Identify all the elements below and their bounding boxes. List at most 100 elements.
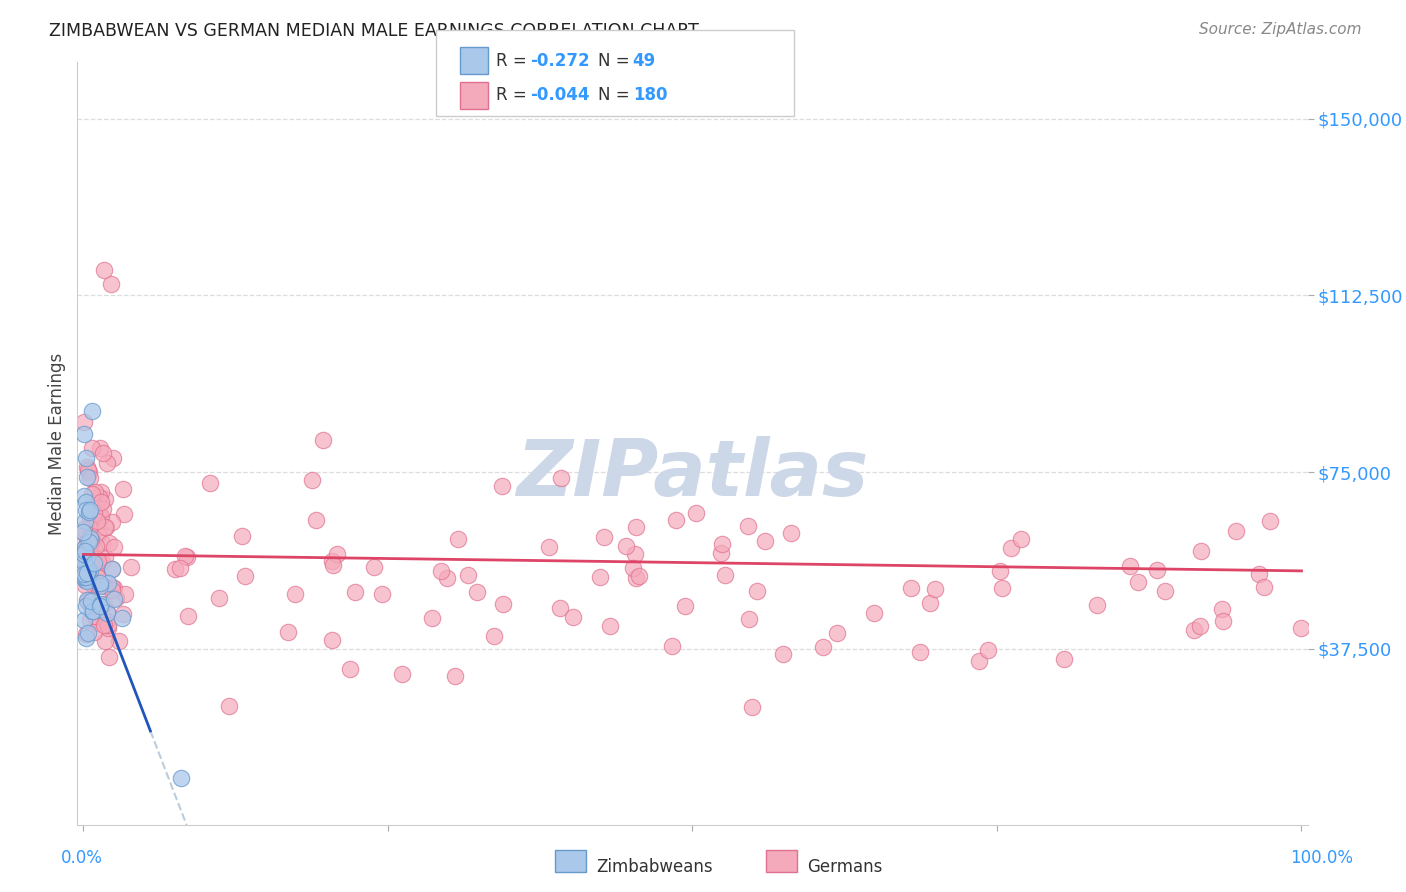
Text: -0.272: -0.272 xyxy=(530,52,589,70)
Point xyxy=(75,570,97,584)
Point xyxy=(177,609,200,624)
Point xyxy=(977,643,1000,657)
Point xyxy=(90,597,112,611)
Point xyxy=(1188,619,1211,633)
Point xyxy=(75,550,97,565)
Point xyxy=(593,529,616,543)
Point xyxy=(198,475,221,490)
Text: N =: N = xyxy=(598,87,634,104)
Point xyxy=(988,564,1011,578)
Point xyxy=(73,547,96,561)
Point xyxy=(86,616,108,631)
Point xyxy=(900,582,922,596)
Point xyxy=(1146,562,1168,576)
Point xyxy=(96,605,118,619)
Point xyxy=(103,582,125,596)
Point xyxy=(79,613,101,627)
Point xyxy=(827,625,849,640)
Point xyxy=(713,567,735,582)
Point xyxy=(779,525,801,540)
Point xyxy=(79,520,101,534)
Point xyxy=(76,592,98,607)
Point xyxy=(176,549,198,564)
Point xyxy=(76,592,98,607)
Point xyxy=(76,566,98,581)
Point xyxy=(97,618,120,632)
Text: N =: N = xyxy=(598,52,634,70)
Point xyxy=(97,576,120,591)
Point xyxy=(233,569,256,583)
Point xyxy=(83,556,105,570)
Point xyxy=(103,541,125,555)
Point xyxy=(624,519,647,533)
Point xyxy=(1189,544,1212,558)
Point xyxy=(100,561,122,575)
Point xyxy=(738,612,761,626)
Point xyxy=(436,571,458,585)
Point xyxy=(77,534,100,549)
Point xyxy=(77,563,100,577)
Point xyxy=(301,473,323,487)
Point xyxy=(87,553,110,567)
Point xyxy=(1249,567,1271,582)
Text: -0.044: -0.044 xyxy=(530,87,589,104)
Point xyxy=(108,634,131,648)
Point xyxy=(76,463,98,477)
Point xyxy=(924,582,946,597)
Point xyxy=(103,450,125,465)
Point xyxy=(82,602,104,616)
Point xyxy=(91,536,114,550)
Point xyxy=(77,465,100,479)
Point xyxy=(1182,623,1205,637)
Point xyxy=(73,526,96,541)
Point xyxy=(1085,598,1108,612)
Point xyxy=(1253,580,1275,594)
Point xyxy=(77,558,100,572)
Point xyxy=(80,535,103,549)
Point xyxy=(75,552,97,566)
Point xyxy=(457,568,479,582)
Point xyxy=(111,611,134,625)
Text: 100.0%: 100.0% xyxy=(1291,849,1353,867)
Point xyxy=(73,427,96,442)
Point xyxy=(80,594,103,608)
Point xyxy=(75,555,97,569)
Point xyxy=(76,460,98,475)
Point xyxy=(79,532,101,546)
Point xyxy=(165,562,187,576)
Point xyxy=(93,597,115,611)
Point xyxy=(745,584,768,599)
Point xyxy=(97,621,120,635)
Point xyxy=(80,486,103,500)
Point xyxy=(1000,541,1022,556)
Point xyxy=(104,591,127,606)
Point xyxy=(73,489,96,503)
Point xyxy=(94,633,117,648)
Point xyxy=(231,529,253,543)
Point xyxy=(114,587,136,601)
Point xyxy=(277,624,299,639)
Point xyxy=(420,610,443,624)
Point xyxy=(90,484,112,499)
Point xyxy=(322,558,344,573)
Point xyxy=(710,546,733,560)
Point xyxy=(75,541,97,555)
Point xyxy=(100,277,122,291)
Point xyxy=(371,587,394,601)
Point xyxy=(101,562,124,576)
Point xyxy=(93,262,115,277)
Point xyxy=(80,557,103,571)
Point xyxy=(75,570,97,584)
Point xyxy=(77,521,100,535)
Point xyxy=(344,584,367,599)
Point xyxy=(80,504,103,518)
Point xyxy=(75,578,97,592)
Point xyxy=(80,532,103,546)
Point xyxy=(305,513,328,527)
Point xyxy=(77,595,100,609)
Point xyxy=(73,514,96,528)
Point xyxy=(86,570,108,584)
Point xyxy=(89,442,111,456)
Point xyxy=(312,433,335,447)
Point xyxy=(76,563,98,577)
